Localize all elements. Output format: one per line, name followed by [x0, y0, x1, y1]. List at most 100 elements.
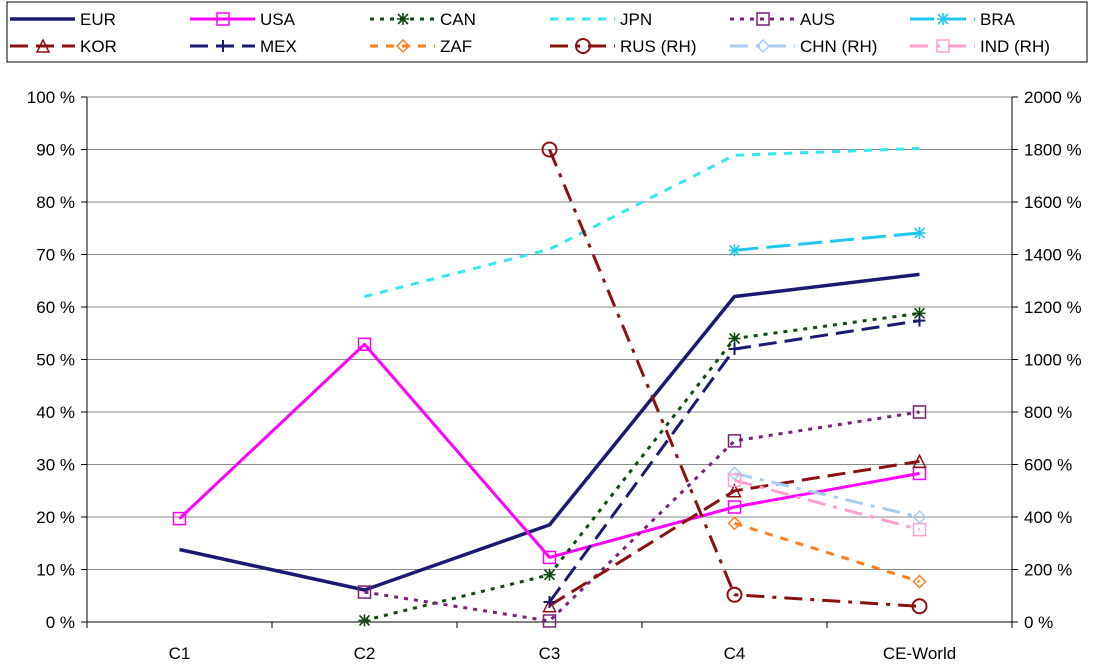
data-point-usa: [542, 550, 557, 565]
data-point-kor: [727, 483, 742, 498]
y-right-tick-label: 1400 %: [1024, 246, 1082, 265]
data-point-chn-rh: [727, 466, 742, 481]
legend-item-chn-rh: CHN (RH): [730, 37, 877, 56]
legend-marker: [937, 13, 949, 25]
x-tick-label: C1: [169, 644, 191, 663]
y-right-tick-label: 1800 %: [1024, 141, 1082, 160]
legend-label: RUS (RH): [620, 37, 697, 56]
legend-item-eur: EUR: [10, 10, 116, 29]
y-right-tick-label: 1200 %: [1024, 298, 1082, 317]
data-point-kor: [542, 598, 557, 613]
data-point-mex: [543, 596, 556, 609]
data-point-rus-rh: [541, 141, 558, 158]
data-point-mex: [728, 343, 741, 355]
series-jpn: [364, 146, 920, 298]
legend-label: CHN (RH): [800, 37, 877, 56]
y-left-tick-label: 90 %: [36, 141, 75, 160]
series-rus-rh: [541, 141, 928, 615]
series-line-aus: [364, 410, 920, 623]
series-line-kor: [548, 459, 920, 607]
legend-marker: [755, 38, 771, 54]
y-left-tick-label: 0 %: [46, 613, 75, 632]
legend-label: IND (RH): [980, 37, 1050, 56]
legend-item-usa: USA: [190, 10, 296, 29]
data-point-ind-rh: [727, 473, 742, 487]
data-point-aus: [912, 405, 927, 419]
series-line-eur: [179, 272, 920, 592]
legend-label: ZAF: [440, 37, 472, 56]
legend-marker: [395, 38, 411, 54]
legend-item-rus-rh: RUS (RH): [550, 37, 697, 56]
series-line-ind-rh: [734, 478, 920, 532]
y-left-tick-label: 20 %: [36, 508, 75, 527]
series-line-can: [364, 311, 920, 622]
y-right-tick-label: 400 %: [1024, 508, 1072, 527]
series-line-usa: [178, 342, 920, 559]
series-usa: [172, 337, 927, 565]
y-right-tick-label: 600 %: [1024, 456, 1072, 475]
legend-marker: [575, 38, 591, 54]
y-left-tick-label: 30 %: [36, 456, 75, 475]
y-left-tick-label: 40 %: [36, 403, 75, 422]
data-point-zaf: [912, 574, 927, 589]
data-point-aus: [727, 434, 742, 448]
legend-label: CAN: [440, 10, 476, 29]
data-point-usa: [172, 511, 187, 526]
y-left-tick-label: 60 %: [36, 298, 75, 317]
y-left-tick-label: 100 %: [27, 88, 75, 107]
y-left-tick-label: 80 %: [36, 193, 75, 212]
series-mex: [543, 314, 926, 609]
legend-marker: [756, 12, 770, 26]
series-line-jpn: [364, 146, 920, 298]
data-point-usa: [357, 337, 372, 352]
y-right-tick-label: 1000 %: [1024, 351, 1082, 370]
data-point-can: [358, 614, 371, 627]
y-right-tick-label: 800 %: [1024, 403, 1072, 422]
gridlines: [87, 96, 1012, 570]
data-point-zaf: [727, 516, 742, 531]
y-left-tick-label: 50 %: [36, 351, 75, 370]
series-bra: [728, 226, 926, 257]
legend-marker: [217, 40, 229, 52]
series-chn-rh: [727, 466, 927, 525]
data-point-can: [913, 307, 926, 320]
legend-marker: [35, 38, 51, 53]
legend-label: MEX: [260, 37, 297, 56]
y-right-tick-label: 200 %: [1024, 561, 1072, 580]
legend-marker: [216, 12, 230, 26]
series-line-zaf: [734, 521, 920, 584]
legend-marker: [397, 13, 409, 25]
legend-label: BRA: [980, 10, 1016, 29]
series-line-rus-rh: [548, 148, 920, 608]
series-line-chn-rh: [734, 471, 920, 519]
legend-label: KOR: [80, 37, 117, 56]
series-zaf: [727, 516, 927, 589]
data-point-mex: [913, 314, 926, 327]
legend-item-kor: KOR: [10, 37, 117, 56]
legend: EUR USA CAN JPN AUS BRA KOR MEX ZAF RUS (RH) CHN (…: [6, 1, 1088, 63]
legend-item-ind-rh: IND (RH): [910, 37, 1050, 56]
plot-area: [172, 141, 928, 628]
data-point-can: [728, 332, 741, 345]
series-line-bra: [734, 231, 920, 252]
data-point-bra: [913, 226, 926, 239]
data-point-kor: [912, 453, 927, 469]
x-tick-label: C4: [724, 644, 746, 663]
data-point-usa: [727, 500, 742, 514]
y-left-tick-label: 10 %: [36, 561, 75, 580]
data-point-aus: [542, 614, 557, 628]
y-left-tick-label: 70 %: [36, 246, 75, 265]
data-point-aus: [357, 585, 372, 599]
legend-label: AUS: [800, 10, 835, 29]
legend-item-can: CAN: [370, 10, 476, 29]
legend-item-zaf: ZAF: [370, 37, 472, 56]
legend-marker: [936, 39, 950, 53]
x-tick-label: C2: [354, 644, 376, 663]
series-line-mex: [548, 319, 920, 603]
series-can: [358, 307, 926, 627]
legend-item-mex: MEX: [190, 37, 297, 56]
axes: 0 % 10 % 20 % 30 % 40 % 50 % 60 % 70 % 80 % 90 % 1…: [27, 88, 1082, 663]
legend-item-jpn: JPN: [550, 10, 652, 29]
data-point-rus-rh: [726, 586, 743, 603]
